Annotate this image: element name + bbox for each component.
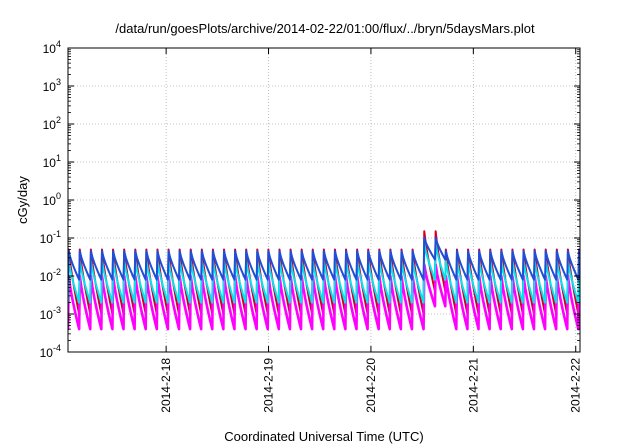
y-tick-label: 104 [43,39,61,56]
y-tick-label: 102 [43,115,61,132]
series-layer [68,230,580,331]
x-tick-label: 2014-2-20 [364,358,378,413]
series-line [68,242,580,304]
chart-title: /data/run/goesPlots/archive/2014-02-22/0… [115,21,535,36]
y-axis-label: cGy/day [15,176,30,224]
y-tick-label: 10-3 [40,305,61,322]
x-tick-label: 2014-2-19 [262,358,276,413]
ticks [68,47,580,353]
x-tick-label: 2014-2-21 [466,358,480,413]
x-tick-label: 2014-2-18 [159,358,173,413]
series-line [68,237,580,281]
x-axis-label: Coordinated Universal Time (UTC) [224,429,423,444]
x-tick-label: 2014-2-22 [569,358,583,413]
y-tick-label: 10-1 [40,229,61,246]
y-tick-label: 10-2 [40,267,61,284]
series-line [68,263,580,331]
y-tick-label: 100 [43,191,61,208]
y-tick-label: 10-4 [40,343,61,360]
y-tick-label: 101 [43,153,61,170]
y-tick-labels: 10-4 10-3 10-2 10-1 100 101 102 103 104 [40,39,61,360]
x-tick-labels: 2014-2-18 2014-2-19 2014-2-20 2014-2-21 2014… [159,358,583,413]
y-tick-label: 103 [43,77,61,94]
